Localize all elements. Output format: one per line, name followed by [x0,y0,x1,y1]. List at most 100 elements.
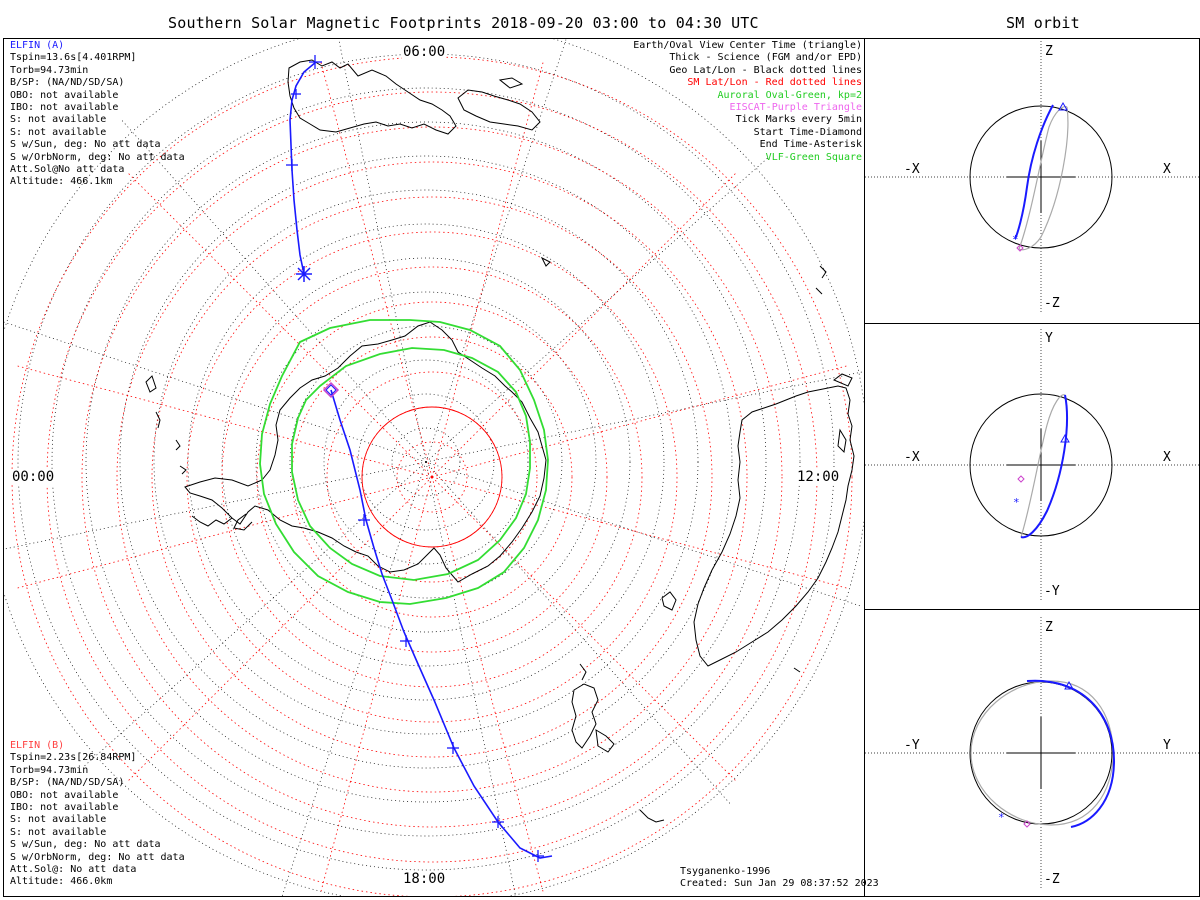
geo-lon-line [425,461,516,896]
elfin-a-line: B/SP: (NA/ND/SD/SA) [10,77,125,89]
sm-lon-line [320,61,433,478]
orbit-path-far [1018,106,1068,250]
end-asterisk-marker [296,266,312,282]
orbit-title: SM orbit [1006,14,1080,32]
sm-lat-circle [291,336,573,618]
elfin-a-info: ELFIN (A) Tspin=13.6s[4.401RPM] Torb=94.… [10,40,185,189]
orbit-path-science [1026,679,1116,828]
geo-lon-line [425,371,864,463]
sm-lon-line [127,476,433,782]
geo-grid [4,39,864,896]
elfin-a-line: S: not available [10,126,107,138]
map-footer: Tsyganenko-1996 Created: Sun Jan 29 08:3… [680,866,879,891]
sm-pole-circle [361,406,503,548]
view-center-triangle [1060,433,1070,443]
sm-lon-line [431,365,848,478]
elfin-b-line: S: not available [10,826,107,838]
start-diamond-marker [1016,244,1024,252]
geo-lat-circle [153,189,699,735]
sm-lat-circle [81,126,783,828]
geo-lon-line [425,39,567,463]
elfin-b-line: S w/Sun, deg: No att data [10,839,161,851]
geo-lat-circle [17,53,835,871]
sm-lat-circle [151,196,713,758]
legend-item: Tick Marks every 5min [735,114,862,126]
elfin-b-line: OBO: not available [10,789,119,801]
orbit-path-science [1020,394,1068,539]
geo-lat-circle [357,393,495,531]
sm-lon-line [431,476,737,782]
start-diamond-marker [322,381,340,399]
sm-lon-line [431,476,848,589]
elfin-a-line: Att.Sol@No att data [10,164,125,176]
geo-lon-line [425,461,733,806]
geo-lat-circle [221,257,631,667]
geo-lon-line [425,155,770,463]
orbit-panel-2: * [865,329,1200,601]
plot-title: Southern Solar Magnetic Footprints 2018-… [168,14,759,32]
geo-lon-line [338,39,427,463]
legend-item: VLF-Green Square [765,151,862,163]
legend-item: Geo Lat/Lon - Black dotted lines [669,64,862,76]
panel3-bottom-label: -Z [1044,872,1060,887]
legend-item: End Time-Asterisk [759,139,862,151]
orbit-path-science [1014,104,1054,240]
elfin-a-line: Altitude: 466.1km [10,176,113,188]
orbit-panel-1: * [865,41,1200,313]
sm-lat-circle [256,301,608,653]
auroral-oval [259,319,549,605]
elfin-a-line: S: not available [10,114,107,126]
start-diamond-marker [1017,475,1025,483]
sm-lat-circle [221,266,643,688]
elfin-b-info: ELFIN (B) Tspin=2.23s[26.84RPM] Torb=94.… [10,740,185,889]
panel3-top-label: Z [1045,620,1053,635]
geo-lon-line [281,461,427,896]
panel3-right-label: Y [1163,738,1171,753]
legend-item: Thick - Science (FGM and/or EPD) [669,52,862,64]
elfin-a-line: OBO: not available [10,89,119,101]
elfin-a-line: IBO: not available [10,102,119,114]
geo-lat-circle [255,291,597,633]
sm-lat-circle [116,161,748,793]
panel1-top-label: Z [1045,44,1053,59]
created-label: Created: Sun Jan 29 08:37:52 2023 [680,878,879,890]
map-time-left: 00:00 [11,469,56,485]
panel2-left-label: -X [904,450,920,465]
legend-item: EISCAT-Purple Triangle [729,102,862,114]
elfin-b-line: Torb=94.73min [10,764,89,776]
sm-lon-line [431,476,544,893]
geo-lat-circle [51,87,801,837]
end-asterisk-marker: * [1013,496,1020,509]
sm-lat-circle [326,371,538,583]
sm-orbit-panels: * * * [865,41,1200,889]
map-legend: Earth/Oval View Center Time (triangle) T… [633,40,862,164]
sm-lon-line [431,61,544,478]
geo-lat-circle [85,121,767,803]
elfin-a-header: ELFIN (A) [10,40,65,51]
elfin-b-line: B/SP: (NA/ND/SD/SA) [10,777,125,789]
orbit-path-far [1020,394,1066,538]
panel1-bottom-label: -Z [1044,296,1060,311]
geo-lat-circle [323,359,529,565]
panel2-bottom-label: -Y [1044,584,1060,599]
end-asterisk-marker: * [1012,233,1019,246]
geo-lon-line [119,118,427,463]
orbit-panel-3: * [865,617,1200,889]
earth-circle [969,105,1113,249]
elfin-b-header: ELFIN (B) [10,740,65,751]
elfin-a-line: Tspin=13.6s[4.401RPM] [10,52,137,64]
sm-lat-circle [396,441,468,513]
sm-lon-line [431,172,737,478]
view-center-triangle [1064,680,1074,690]
elfin-a-line: Torb=94.73min [10,64,89,76]
track-ticks [286,55,544,862]
elfin-b-line: S w/OrbNorm, deg: No att data [10,851,185,863]
legend-item: Auroral Oval-Green, kp=2 [717,89,863,101]
sm-lon-line [16,365,433,478]
legend-item: Start Time-Diamond [753,126,862,138]
view-center-triangle [1058,101,1068,111]
legend-item: SM Lat/Lon - Red dotted lines [687,77,862,89]
start-diamond-marker [1023,820,1031,828]
elfin-b-line: IBO: not available [10,802,119,814]
